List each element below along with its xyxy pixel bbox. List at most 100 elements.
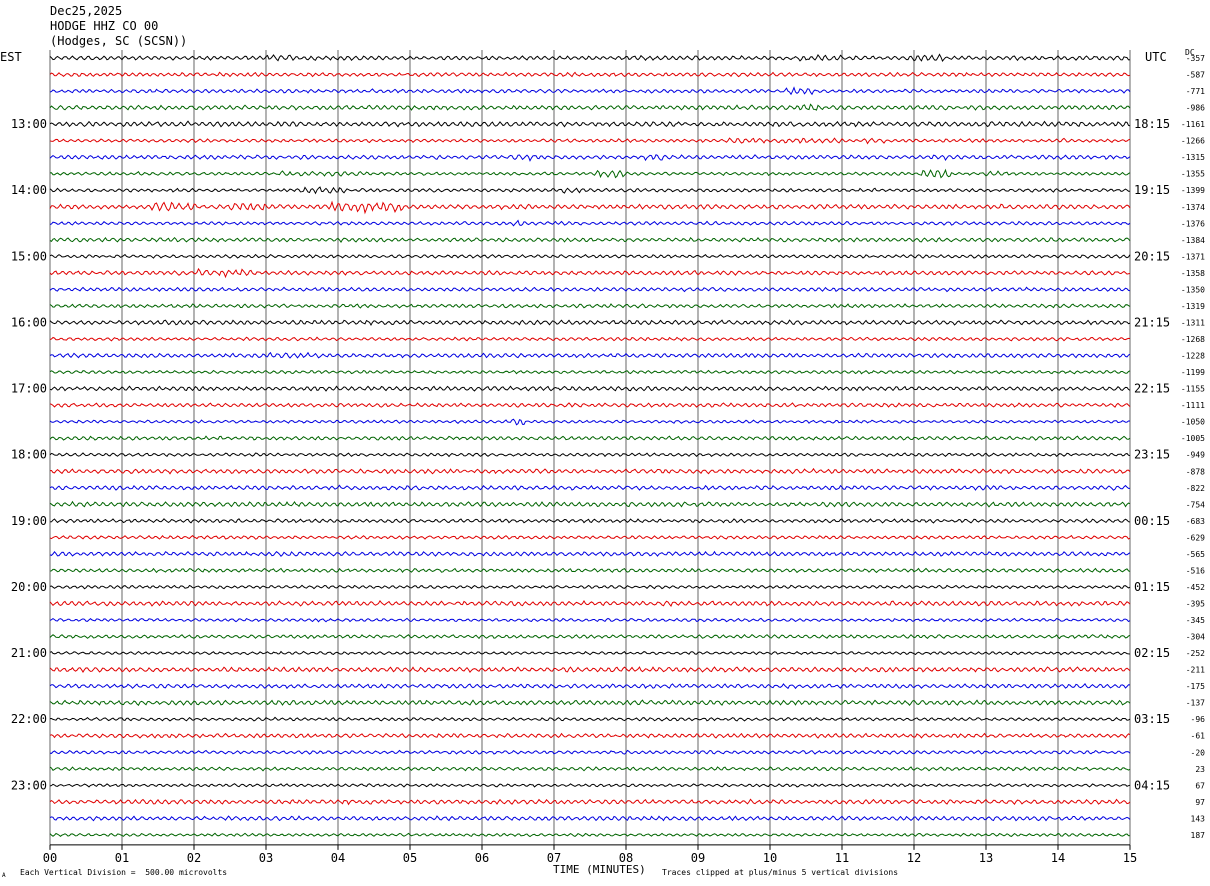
est-hour-label: 20:00 [11, 580, 47, 594]
est-hour-label: 22:00 [11, 712, 47, 726]
dc-offset-header: DC [1185, 48, 1195, 57]
x-tick-label: 10 [763, 851, 777, 865]
trace-row-24 [49, 452, 1131, 458]
dc-offset-label: -1358 [1181, 269, 1205, 278]
dc-offset-label: -1374 [1181, 203, 1205, 212]
trace-row-10 [49, 219, 1131, 227]
trace-row-45 [49, 798, 1131, 806]
x-tick-label: 01 [115, 851, 129, 865]
trace-row-22 [49, 418, 1130, 426]
plot-date: Dec25,2025 [50, 4, 123, 18]
dc-offset-label: -1111 [1181, 401, 1205, 410]
dc-offset-label: -1266 [1181, 137, 1205, 146]
trace-row-47 [49, 832, 1131, 838]
trace-row-15 [49, 303, 1131, 309]
dc-offset-label: -516 [1186, 566, 1205, 575]
trace-row-1 [49, 71, 1131, 78]
est-hour-label: 18:00 [11, 448, 47, 462]
trace-row-36 [49, 650, 1131, 656]
dc-offset-label: -1376 [1181, 219, 1205, 228]
trace-row-43 [49, 766, 1131, 772]
trace-row-41 [49, 732, 1131, 739]
clip-note: Traces clipped at plus/minus 5 vertical … [662, 868, 899, 877]
dc-offset-label: -304 [1186, 633, 1205, 642]
dc-offset-label: -754 [1186, 500, 1205, 509]
trace-row-3 [49, 103, 1131, 111]
trace-row-0 [49, 53, 1131, 62]
utc-hour-label: 04:15 [1134, 778, 1170, 792]
dc-offset-label: -587 [1186, 71, 1205, 80]
trace-row-16 [49, 319, 1131, 327]
trace-row-19 [49, 369, 1131, 375]
dc-offset-label: -1199 [1181, 368, 1205, 377]
dc-offset-label: 187 [1191, 831, 1206, 840]
utc-hour-label: 21:15 [1134, 315, 1170, 329]
x-tick-label: 00 [43, 851, 57, 865]
trace-row-18 [49, 351, 1131, 359]
dc-offset-label: -357 [1186, 54, 1205, 63]
dc-offset-label: -1268 [1181, 335, 1205, 344]
left-timezone-label: EST [0, 50, 22, 64]
trace-row-23 [49, 435, 1131, 441]
trace-row-31 [49, 567, 1131, 574]
dc-offset-label: 67 [1195, 781, 1205, 790]
dc-offset-label: -1311 [1181, 318, 1205, 327]
dc-offset-label: -1228 [1181, 352, 1205, 361]
trace-row-26 [49, 484, 1130, 491]
trace-row-4 [49, 120, 1131, 128]
x-tick-label: 09 [691, 851, 705, 865]
x-tick-label: 02 [187, 851, 201, 865]
dc-offset-label: -1399 [1181, 186, 1205, 195]
trace-row-6 [49, 154, 1131, 162]
trace-row-13 [49, 267, 1131, 279]
x-tick-label: 15 [1123, 851, 1137, 865]
trace-row-37 [49, 666, 1131, 673]
est-hour-label: 14:00 [11, 183, 47, 197]
dc-offset-label: 143 [1191, 814, 1206, 823]
x-tick-label: 14 [1051, 851, 1065, 865]
right-timezone-label: UTC [1145, 50, 1167, 64]
trace-row-38 [49, 682, 1131, 690]
trace-row-39 [49, 699, 1131, 706]
dc-offset-label: -949 [1186, 451, 1205, 460]
trace-row-46 [49, 815, 1131, 822]
trace-row-27 [49, 500, 1131, 508]
trace-row-20 [49, 385, 1131, 392]
utc-hour-label: 18:15 [1134, 117, 1170, 131]
trace-row-25 [49, 467, 1131, 475]
scale-note: Each Vertical Division = 500.00 microvol… [20, 868, 228, 877]
x-tick-label: 06 [475, 851, 489, 865]
utc-hour-label: 03:15 [1134, 712, 1170, 726]
dc-offset-label: 97 [1195, 798, 1205, 807]
est-hour-label: 19:00 [11, 514, 47, 528]
dc-offset-label: -20 [1191, 748, 1206, 757]
est-hour-label: 15:00 [11, 249, 47, 263]
trace-row-34 [49, 617, 1131, 623]
dc-offset-label: -175 [1186, 682, 1205, 691]
x-tick-label: 12 [907, 851, 921, 865]
trace-row-28 [49, 518, 1131, 524]
est-hour-label: 23:00 [11, 778, 47, 792]
dc-offset-label: -1315 [1181, 153, 1205, 162]
dc-offset-label: -1005 [1181, 434, 1205, 443]
trace-row-30 [49, 550, 1131, 557]
dc-offset-label: -629 [1186, 533, 1205, 542]
dc-offset-label: -1155 [1181, 385, 1205, 394]
dc-offset-label: -61 [1191, 732, 1206, 741]
trace-row-5 [49, 137, 1131, 145]
dc-offset-label: -1319 [1181, 302, 1205, 311]
dc-offset-label: -1161 [1181, 120, 1205, 129]
x-tick-label: 04 [331, 851, 345, 865]
utc-hour-label: 00:15 [1134, 514, 1170, 528]
est-hour-label: 13:00 [11, 117, 47, 131]
trace-row-14 [49, 286, 1131, 293]
utc-hour-label: 02:15 [1134, 646, 1170, 660]
dc-offset-label: -878 [1186, 467, 1205, 476]
dc-offset-label: -1384 [1181, 236, 1205, 245]
trace-row-12 [49, 253, 1131, 259]
dc-offset-label: -345 [1186, 616, 1205, 625]
dc-offset-label: -96 [1191, 715, 1206, 724]
utc-hour-label: 20:15 [1134, 249, 1170, 263]
dc-offset-label: -252 [1186, 649, 1205, 658]
corner-mark: A [2, 872, 6, 879]
